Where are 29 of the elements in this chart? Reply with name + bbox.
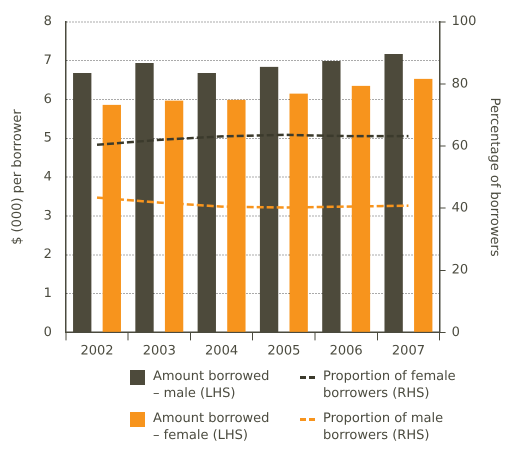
y2-tick-label: 0: [452, 324, 460, 340]
legend-label: Proportion of male borrowers (RHS): [323, 410, 444, 444]
y2-tick-label: 80: [452, 76, 468, 92]
x-tick-label: 2002: [80, 344, 114, 359]
y-tick-label: 8: [44, 14, 52, 30]
y-tick-label: 0: [44, 324, 52, 340]
y2-tick-label: 100: [452, 14, 476, 30]
y-tick-label: 3: [44, 208, 52, 224]
y2-tick-label: 20: [452, 262, 468, 278]
y-tick-label: 4: [44, 169, 52, 184]
legend-label: Amount borrowed – male (LHS): [153, 368, 270, 402]
y-tick-label: 6: [44, 92, 52, 107]
y-tick-label: 5: [44, 130, 52, 146]
x-tick-label: 2007: [392, 344, 425, 359]
y-tick-label: 7: [44, 53, 52, 68]
line-series: [96, 134, 410, 146]
y2-tick-label: 40: [452, 200, 468, 216]
legend-label: Amount borrowed – female (LHS): [153, 410, 270, 444]
y-tick-label: 1: [44, 286, 52, 301]
bar: [414, 78, 432, 332]
x-tick-label: 2006: [330, 344, 363, 359]
x-tick-label: 2004: [205, 344, 238, 359]
legend-label: Proportion of female borrowers (RHS): [323, 368, 457, 402]
x-tick-label: 2003: [142, 344, 176, 359]
y-tick-label: 2: [44, 247, 52, 262]
y2-axis-title: Percentage of borrowers: [486, 98, 502, 257]
y2-tick-label: 60: [452, 138, 468, 154]
x-tick-label: 2005: [267, 344, 300, 359]
y-axis-title: $ (000) per borrower: [10, 108, 26, 245]
